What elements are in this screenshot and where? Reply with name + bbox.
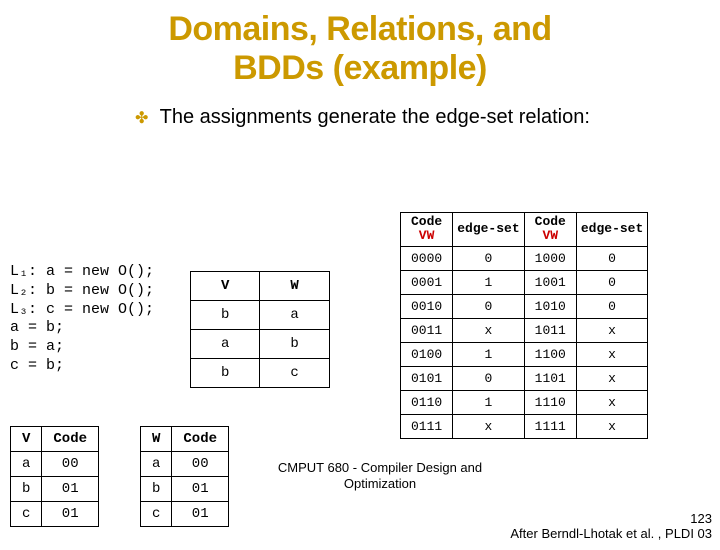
vcode-cell: 01 (42, 477, 99, 502)
wcode-head-w: W (141, 427, 172, 452)
code-line: c = b; (10, 357, 154, 376)
wcode-cell: 01 (172, 502, 229, 527)
vw-cell: c (260, 359, 329, 388)
vcode-cell: b (11, 477, 42, 502)
footer-course: CMPUT 680 - Compiler Design and Optimiza… (270, 460, 490, 491)
vcode-head-c: Code (42, 427, 99, 452)
big-cell: 0 (453, 294, 524, 318)
big-cell: 0 (576, 246, 647, 270)
big-cell: 0 (453, 246, 524, 270)
big-cell: 1111 (524, 414, 576, 438)
big-cell: 1011 (524, 318, 576, 342)
slide-number: 123 (690, 511, 712, 526)
title-line1: Domains, Relations, and (168, 10, 551, 48)
big-cell: 1100 (524, 342, 576, 366)
big-cell: 0 (576, 294, 647, 318)
big-cell: 1110 (524, 390, 576, 414)
big-head-2: edge-set (453, 213, 524, 247)
vw-cell: b (260, 330, 329, 359)
code-line: L₃: c = new O(); (10, 301, 154, 320)
big-cell: x (576, 366, 647, 390)
big-cell: x (576, 390, 647, 414)
subtitle-text: The assignments generate the edge-set re… (160, 106, 590, 128)
big-cell: 1000 (524, 246, 576, 270)
big-cell: 1 (453, 270, 524, 294)
vcode-head-v: V (11, 427, 42, 452)
big-cell: 0010 (401, 294, 453, 318)
code-listing: L₁: a = new O(); L₂: b = new O(); L₃: c … (10, 263, 154, 376)
bullet-icon: ✤ (135, 110, 148, 128)
big-cell: x (576, 414, 647, 438)
big-cell: 1101 (524, 366, 576, 390)
credit-text: After Berndl-Lhotak et al. , PLDI 03 (510, 526, 712, 541)
vw-cell: b (191, 359, 260, 388)
big-cell: 0011 (401, 318, 453, 342)
edge-set-table: CodeVW edge-set CodeVW edge-set 00000100… (400, 212, 648, 439)
vcode-cell: c (11, 502, 42, 527)
big-cell: 1010 (524, 294, 576, 318)
big-cell: 0 (576, 270, 647, 294)
big-cell: 0 (453, 366, 524, 390)
big-cell: 0110 (401, 390, 453, 414)
wcode-cell: c (141, 502, 172, 527)
big-head-4: edge-set (576, 213, 647, 247)
wcode-head-c: Code (172, 427, 229, 452)
big-cell: x (576, 318, 647, 342)
vcode-cell: 00 (42, 452, 99, 477)
vw-head-w: W (260, 272, 329, 301)
big-cell: x (576, 342, 647, 366)
vw-head-v: V (191, 272, 260, 301)
wcode-cell: 01 (172, 477, 229, 502)
big-cell: 1001 (524, 270, 576, 294)
vcode-cell: 01 (42, 502, 99, 527)
big-cell: 0111 (401, 414, 453, 438)
vw-table: V W ba ab bc (190, 271, 330, 388)
footer-right: 123 After Berndl-Lhotak et al. , PLDI 03 (510, 511, 712, 542)
vw-cell: b (191, 301, 260, 330)
big-cell: 0101 (401, 366, 453, 390)
vcode-table: V Code a00 b01 c01 (10, 426, 99, 527)
big-head-1: CodeVW (401, 213, 453, 247)
code-line: a = b; (10, 319, 154, 338)
big-head-3: CodeVW (524, 213, 576, 247)
big-cell: 0000 (401, 246, 453, 270)
big-cell: x (453, 414, 524, 438)
big-cell: 0100 (401, 342, 453, 366)
subtitle-line: ✤ The assignments generate the edge-set … (135, 106, 720, 129)
wcode-cell: a (141, 452, 172, 477)
vw-cell: a (191, 330, 260, 359)
wcode-cell: b (141, 477, 172, 502)
wcode-table: W Code a00 b01 c01 (140, 426, 229, 527)
code-line: L₂: b = new O(); (10, 282, 154, 301)
title-line2: BDDs (example) (233, 49, 487, 87)
vw-cell: a (260, 301, 329, 330)
wcode-cell: 00 (172, 452, 229, 477)
big-cell: x (453, 318, 524, 342)
vcode-cell: a (11, 452, 42, 477)
code-line: L₁: a = new O(); (10, 263, 154, 282)
big-cell: 1 (453, 342, 524, 366)
big-cell: 1 (453, 390, 524, 414)
code-line: b = a; (10, 338, 154, 357)
big-cell: 0001 (401, 270, 453, 294)
